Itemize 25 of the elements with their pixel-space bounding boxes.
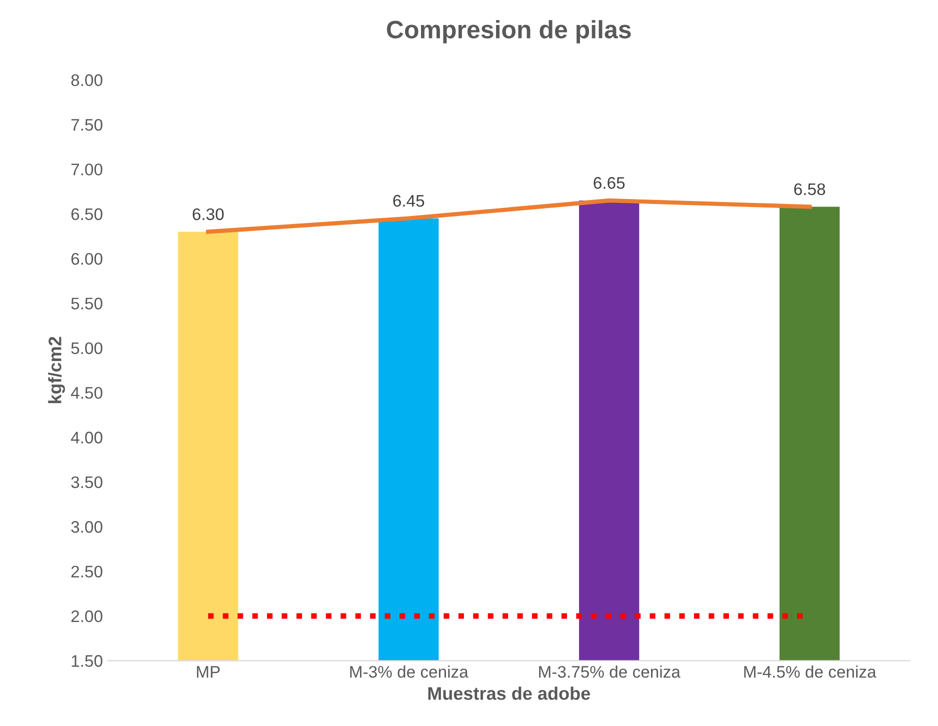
y-tick-label: 1.50 bbox=[72, 655, 102, 667]
x-tick-label: MP bbox=[196, 666, 220, 678]
chart-title: Compresion de pilas bbox=[386, 20, 631, 44]
y-tick-label: 2.00 bbox=[71, 610, 102, 622]
y-tick-label: 4.50 bbox=[70, 387, 102, 399]
x-tick-label: M-4.5% de ceniza bbox=[744, 666, 876, 678]
data-label: 6.65 bbox=[594, 177, 625, 189]
y-tick-label: 7.00 bbox=[71, 164, 102, 176]
y-tick-label: 8.00 bbox=[71, 74, 102, 86]
y-axis-title: kgf/cm2 bbox=[48, 336, 66, 404]
x-tick-label: M-3.75% de ceniza bbox=[539, 666, 680, 678]
y-tick-label: 6.50 bbox=[71, 208, 102, 220]
y-tick-label: 3.50 bbox=[71, 476, 102, 488]
data-label: 6.45 bbox=[393, 194, 424, 207]
y-tick-label: 5.00 bbox=[71, 342, 102, 354]
y-tick-label: 6.00 bbox=[71, 252, 102, 265]
data-label: 6.30 bbox=[192, 208, 224, 220]
x-tick-label: M-3% de ceniza bbox=[350, 666, 468, 678]
y-tick-label: 7.50 bbox=[71, 118, 102, 131]
y-tick-label: 3.00 bbox=[71, 521, 102, 533]
y-tick-label: 2.50 bbox=[71, 566, 102, 578]
y-tick-label: 5.50 bbox=[71, 298, 102, 310]
data-label: 6.58 bbox=[794, 183, 826, 196]
y-tick-label: 4.00 bbox=[70, 432, 102, 444]
x-axis-title: Muestras de adobe bbox=[428, 686, 590, 700]
